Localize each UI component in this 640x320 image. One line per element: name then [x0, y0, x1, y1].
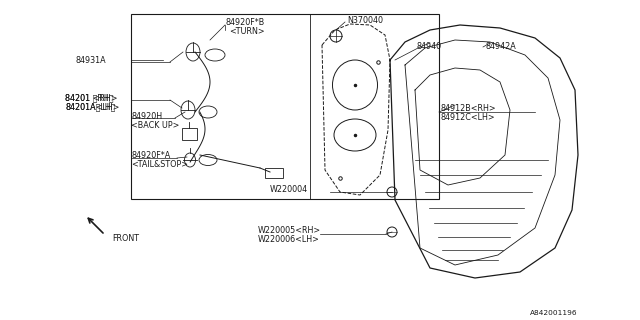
Bar	[182, 128, 197, 140]
Text: <BACK UP>: <BACK UP>	[131, 121, 179, 130]
Text: W220005<RH>: W220005<RH>	[258, 226, 321, 235]
Bar	[265, 168, 283, 178]
Text: 84201 <RH>: 84201 <RH>	[65, 93, 118, 102]
Text: 84931A: 84931A	[75, 55, 106, 65]
Text: 84940: 84940	[416, 42, 441, 51]
Text: FRONT: FRONT	[112, 234, 139, 243]
Text: 84942A: 84942A	[485, 42, 516, 51]
Text: <TAIL&STOP>: <TAIL&STOP>	[131, 159, 188, 169]
Text: 84920H: 84920H	[131, 111, 162, 121]
Text: W220006<LH>: W220006<LH>	[258, 235, 320, 244]
Text: 84912C<LH>: 84912C<LH>	[440, 113, 495, 122]
Text: 84920F*B: 84920F*B	[225, 18, 264, 27]
Text: W220004: W220004	[270, 185, 308, 194]
Text: 84201A〈LH〉: 84201A〈LH〉	[65, 102, 115, 111]
Text: N370040: N370040	[347, 15, 383, 25]
Bar	[131, 14, 439, 199]
Text: 84201A<LH>: 84201A<LH>	[65, 102, 120, 111]
Text: 84912B<RH>: 84912B<RH>	[440, 103, 495, 113]
Text: 84201 〈RH〉: 84201 〈RH〉	[65, 93, 113, 102]
Text: A842001196: A842001196	[530, 310, 577, 316]
Text: 84920F*A: 84920F*A	[131, 150, 170, 159]
Text: <TURN>: <TURN>	[229, 27, 264, 36]
